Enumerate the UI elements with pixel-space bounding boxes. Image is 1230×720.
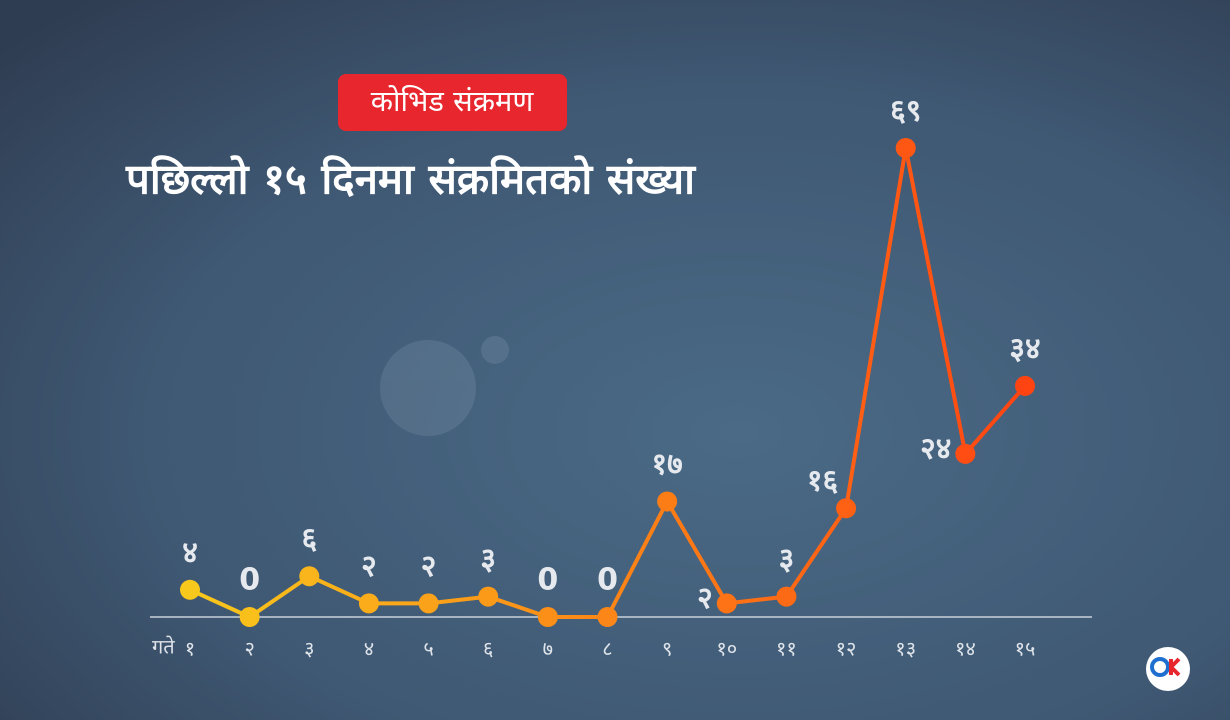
data-point (716, 593, 737, 614)
value-label: ६ (301, 522, 317, 557)
x-tick-label: ७ (543, 637, 553, 661)
chart-title: पछिल्लो १५ दिनमा संक्रमितको संख्या (125, 155, 697, 204)
data-point (1015, 375, 1035, 396)
value-label: २४ (920, 431, 951, 466)
value-label: 0 (239, 563, 260, 598)
data-point (239, 607, 260, 627)
x-tick-label: ६ (483, 637, 493, 661)
value-label: १६ (807, 464, 838, 499)
value-label: ६९ (890, 94, 921, 129)
value-label: २ (421, 549, 437, 584)
value-label: 0 (597, 563, 618, 598)
x-tick-label: १२ (836, 637, 857, 661)
x-tick-label: ८ (602, 637, 612, 661)
value-label: ३ (779, 542, 795, 577)
value-label: २ (697, 581, 713, 616)
x-tick-label: ११ (776, 637, 797, 661)
data-point (299, 566, 320, 587)
x-tick-label: ४ (364, 637, 374, 661)
value-label: ३ (480, 542, 496, 577)
data-point (597, 607, 618, 627)
x-tick-label: ९ (662, 637, 672, 661)
x-tick-label: १४ (955, 637, 976, 661)
virus-decoration (380, 336, 509, 436)
data-point (836, 498, 857, 519)
x-tick-label: १३ (895, 637, 916, 661)
badge (338, 74, 567, 131)
value-label: 0 (537, 563, 558, 598)
x-tick-label: १५ (1015, 637, 1036, 661)
badge-text: कोभिड संक्रमण (371, 84, 535, 118)
value-label: १७ (652, 447, 683, 482)
x-tick-label: १ (185, 637, 195, 661)
data-point (358, 593, 379, 614)
x-tick-label: २ (244, 637, 254, 661)
value-label: २ (361, 549, 377, 584)
data-point (537, 607, 558, 627)
logo (1146, 647, 1190, 691)
x-tick-label: १० (716, 637, 737, 661)
x-axis-label: गते (152, 635, 175, 659)
value-label: ३४ (1009, 331, 1040, 366)
data-point (895, 138, 916, 158)
value-label: ४ (182, 535, 198, 570)
data-point (478, 586, 499, 607)
x-tick-label: ५ (423, 637, 433, 661)
x-tick-label: ३ (304, 637, 314, 661)
data-point (180, 579, 200, 600)
data-point (418, 593, 439, 614)
data-point (657, 491, 678, 512)
data-point (955, 443, 976, 464)
data-point (776, 586, 797, 607)
